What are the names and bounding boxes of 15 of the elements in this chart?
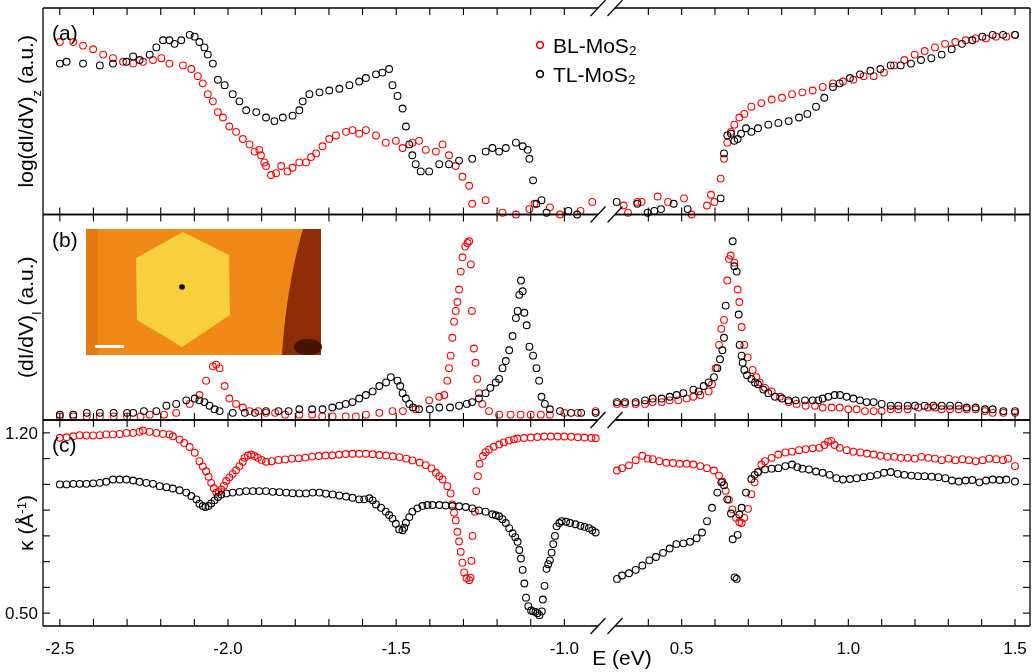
legend-label: BL-MoS₂ (553, 33, 638, 57)
x-tick-label: -1.5 (381, 639, 411, 658)
chart-title: (a) (52, 21, 78, 44)
x-tick-label: -2.5 (45, 639, 75, 658)
x-axis-title: E (eV) (592, 646, 652, 669)
x-tick-label: 0.5 (669, 639, 694, 658)
chart-title: (b) (52, 227, 78, 251)
text: (c) (52, 433, 77, 456)
y-tick-label: 1.20 (4, 423, 38, 443)
legend-label: TL-MoS₂ (553, 62, 636, 86)
x-tick-label: -1.0 (549, 639, 580, 658)
x-tick-label: 1.0 (836, 639, 861, 658)
x-tick-label: -2.0 (213, 639, 243, 658)
y-tick-label: 0.50 (4, 604, 38, 624)
x-tick-label: 1.5 (1003, 639, 1027, 658)
